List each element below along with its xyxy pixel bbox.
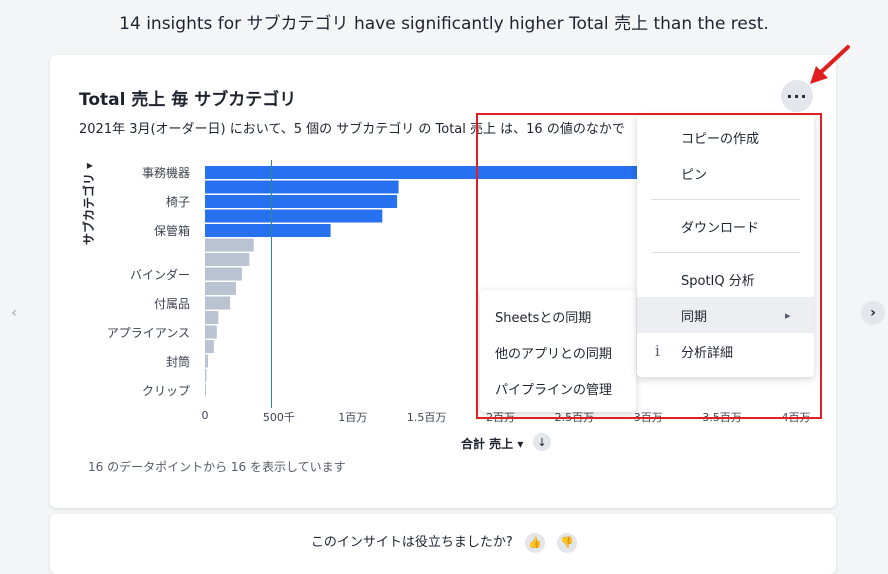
category-label: 事務機器 — [141, 166, 190, 180]
menu-divider — [651, 252, 800, 253]
x-tick-label: 4百万 — [781, 411, 811, 424]
bar[interactable] — [205, 354, 208, 368]
bar[interactable] — [205, 180, 399, 194]
sort-button[interactable]: ↓ — [533, 433, 551, 451]
menu-item-label: 他のアプリとの同期 — [495, 346, 612, 362]
bar[interactable] — [205, 311, 219, 324]
chart-title: Total 売上 毎 サブカテゴリ — [79, 90, 297, 110]
bar[interactable] — [205, 325, 217, 339]
x-axis-label[interactable]: 合計 売上 ▾ — [461, 437, 524, 451]
category-label: クリップ — [141, 383, 190, 398]
thumbs-up-icon: 👍 — [528, 535, 542, 549]
bar[interactable] — [205, 166, 745, 179]
x-tick-label: 3.5百万 — [702, 411, 742, 424]
bar[interactable] — [205, 267, 242, 281]
menu-item-copy[interactable]: コピーの作成 — [637, 119, 814, 155]
chart-subtitle: 2021年 3月(オーダー日) において、5 個の サブカテゴリ の Total… — [79, 122, 625, 137]
x-tick-label: 1.5百万 — [406, 411, 447, 424]
insight-headline: 14 insights for サブカテゴリ have significantl… — [119, 14, 769, 34]
bar[interactable] — [205, 369, 207, 382]
bar[interactable] — [205, 253, 250, 266]
x-tick-label: 1百万 — [338, 411, 368, 424]
menu-item-label: 分析詳細 — [681, 345, 734, 361]
feedback-question: このインサイトは役立ちましたか? — [310, 535, 513, 550]
menu-item-pipeline-manage[interactable]: パイプラインの管理 — [480, 370, 636, 406]
menu-item-analysis-details[interactable]: i 分析詳細 — [637, 333, 814, 369]
menu-item-label: SpotIQ 分析 — [681, 273, 755, 289]
info-icon: i — [655, 342, 660, 360]
bar[interactable] — [205, 224, 331, 237]
category-label: アプライアンス — [106, 325, 190, 340]
menu-item-label: 同期 — [681, 309, 708, 325]
x-tick-label: 500千 — [262, 411, 295, 424]
bar[interactable] — [205, 282, 237, 295]
menu-item-label: ピン — [681, 167, 708, 183]
chevron-right-icon: ▸ — [785, 308, 791, 322]
feedback-bar: このインサイトは役立ちましたか? 👍 👎 — [0, 531, 888, 553]
category-label: 付属品 — [153, 296, 190, 311]
bar[interactable] — [205, 238, 254, 252]
menu-divider — [651, 199, 800, 200]
menu-item-label: Sheetsとの同期 — [495, 310, 592, 326]
menu-item-sheets-sync[interactable]: Sheetsとの同期 — [480, 298, 636, 334]
menu-item-sync[interactable]: 同期 ▸ — [637, 297, 814, 333]
bar[interactable] — [205, 340, 214, 353]
arrow-down-icon: ↓ — [537, 435, 547, 449]
bar-chart — [205, 160, 745, 408]
previous-insight-button[interactable]: ‹ — [2, 301, 26, 325]
category-label: バインダー — [129, 267, 190, 282]
thumbs-down-icon: 👎 — [560, 535, 574, 549]
bar[interactable] — [205, 209, 383, 223]
data-point-footnote: 16 のデータポイントから 16 を表示しています — [88, 460, 346, 474]
menu-item-pin[interactable]: ピン — [637, 155, 814, 191]
next-insight-button[interactable]: › — [861, 301, 885, 325]
bar[interactable] — [205, 296, 231, 310]
chevron-right-icon: › — [870, 305, 876, 321]
thumbs-down-button[interactable]: 👎 — [557, 532, 578, 553]
menu-item-label: コピーの作成 — [681, 131, 760, 147]
more-options-button[interactable]: ··· — [781, 80, 813, 112]
category-label: 椅子 — [165, 195, 190, 209]
bar[interactable] — [205, 383, 206, 397]
menu-item-label: パイプラインの管理 — [495, 382, 613, 398]
menu-item-label: ダウンロード — [681, 220, 760, 236]
menu-item-app-sync[interactable]: 他のアプリとの同期 — [480, 334, 636, 370]
category-label: 保管箱 — [153, 224, 190, 238]
category-label: 封筒 — [165, 354, 190, 369]
menu-item-download[interactable]: ダウンロード — [637, 208, 814, 244]
more-icon: ··· — [786, 86, 808, 106]
bar[interactable] — [205, 195, 398, 208]
sync-submenu: Sheetsとの同期 他のアプリとの同期 パイプラインの管理 — [480, 290, 636, 412]
annotation-arrow — [810, 45, 850, 84]
x-tick-label: 3百万 — [633, 411, 663, 424]
thumbs-up-button[interactable]: 👍 — [524, 532, 545, 553]
chevron-left-icon: ‹ — [11, 305, 17, 321]
more-options-menu: コピーの作成 ピン ダウンロード SpotIQ 分析 同期 ▸ i 分析詳細 — [637, 115, 814, 377]
menu-item-spotiq[interactable]: SpotIQ 分析 — [637, 261, 814, 297]
x-tick-label: 0 — [201, 409, 209, 422]
